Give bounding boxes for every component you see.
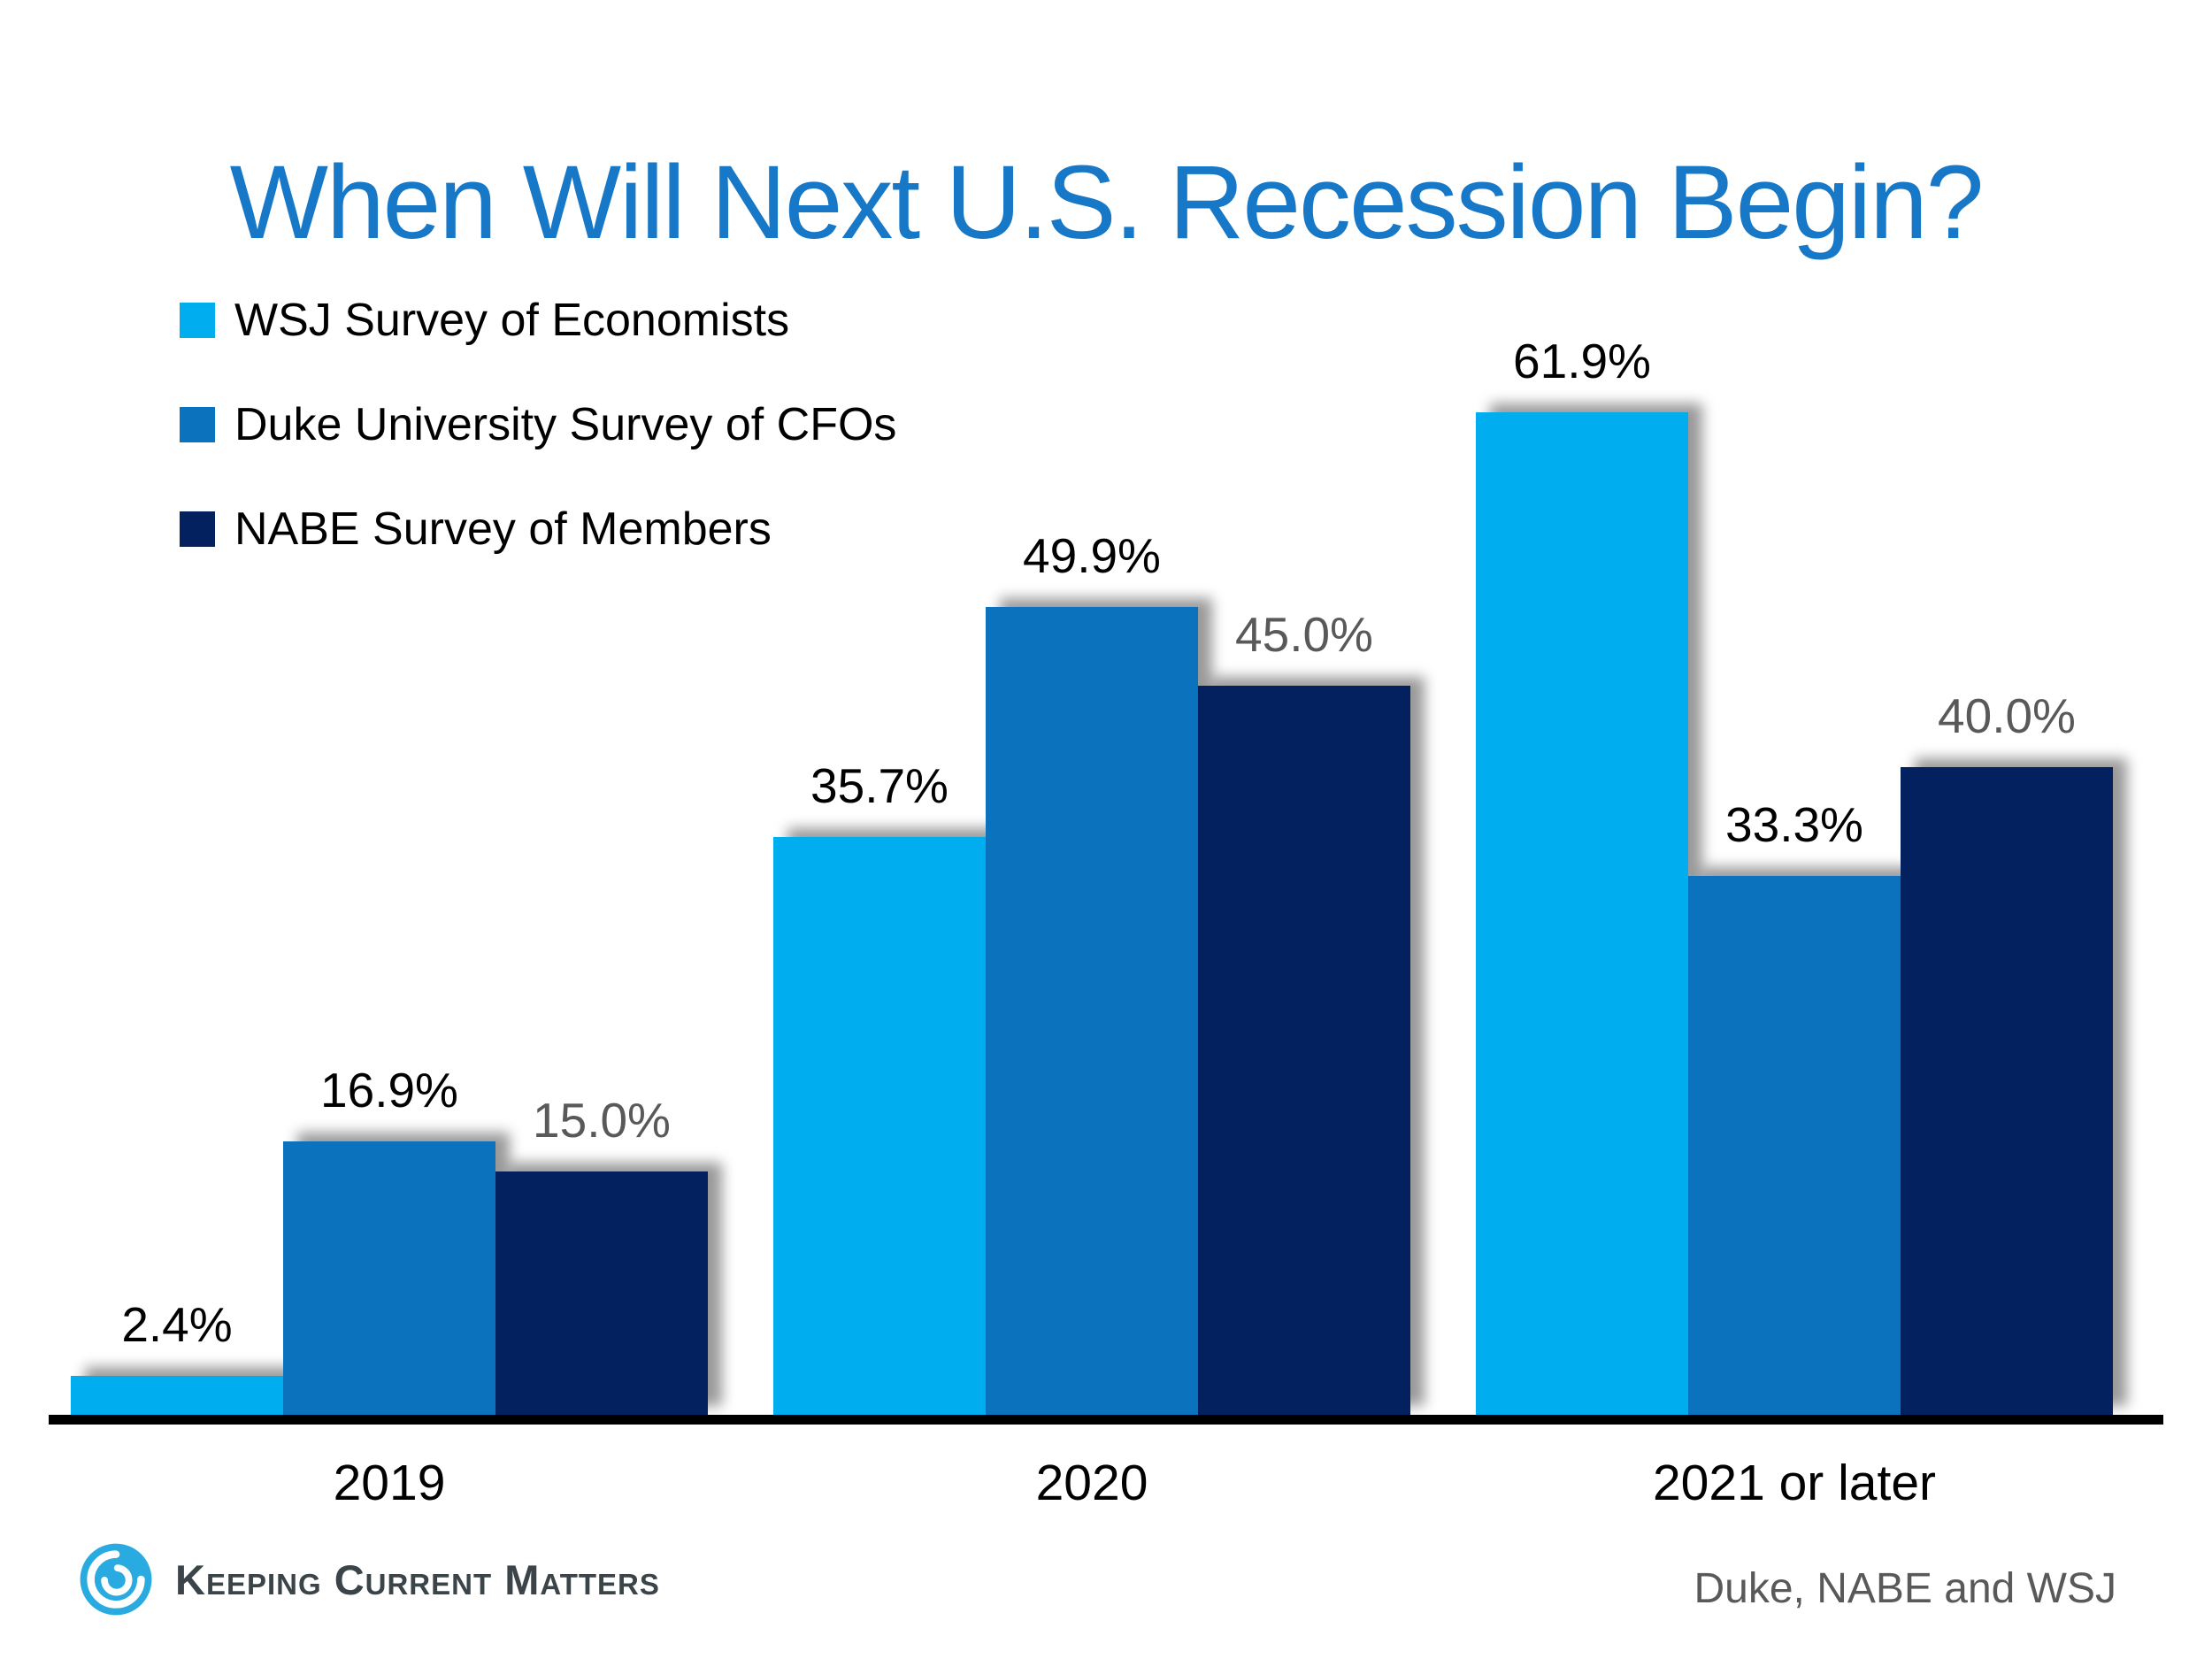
- bar-value-label: 15.0%: [533, 1093, 671, 1148]
- bar-value-label: 45.0%: [1235, 607, 1373, 662]
- legend-item-wsj: WSJ Survey of Economists: [180, 297, 896, 343]
- bar: [495, 1171, 708, 1415]
- legend-label-duke: Duke University Survey of CFOs: [234, 399, 897, 450]
- bar: [773, 837, 986, 1415]
- bar: [1688, 876, 1901, 1415]
- legend-item-nabe: NABE Survey of Members: [180, 506, 896, 552]
- bar-value-label: 33.3%: [1725, 797, 1863, 852]
- category-label: 2020: [1035, 1455, 1148, 1511]
- bar-value-label: 49.9%: [1023, 528, 1161, 583]
- bar-value-label: 35.7%: [810, 758, 949, 813]
- category-label: 2019: [333, 1455, 446, 1511]
- source-attribution: Duke, NABE and WSJ: [1694, 1565, 2116, 1612]
- kcm-logo: Keeping Current Matters: [78, 1541, 660, 1617]
- bar: [283, 1141, 495, 1415]
- bar-value-label: 61.9%: [1513, 334, 1651, 388]
- bar: [986, 607, 1198, 1415]
- legend-label-wsj: WSJ Survey of Economists: [234, 295, 790, 346]
- category-label: 2021 or later: [1652, 1455, 1937, 1511]
- kcm-swirl-icon: [80, 1543, 152, 1616]
- legend-swatch-nabe: [180, 511, 215, 547]
- bar-value-label: 40.0%: [1938, 688, 2076, 743]
- bar: [1198, 686, 1410, 1415]
- legend-swatch-wsj: [180, 303, 215, 338]
- bar-value-label: 2.4%: [121, 1297, 233, 1352]
- legend: WSJ Survey of Economists Duke University…: [180, 297, 896, 552]
- legend-swatch-duke: [180, 407, 215, 442]
- x-axis-line: [49, 1415, 2163, 1425]
- bar: [71, 1376, 283, 1415]
- bar-value-label: 16.9%: [320, 1063, 458, 1118]
- bar: [1476, 412, 1688, 1415]
- chart-title: When Will Next U.S. Recession Begin?: [229, 144, 1985, 262]
- legend-item-duke: Duke University Survey of CFOs: [180, 402, 896, 448]
- legend-label-nabe: NABE Survey of Members: [234, 503, 772, 555]
- kcm-logo-text: Keeping Current Matters: [175, 1555, 660, 1603]
- bar: [1901, 767, 2113, 1415]
